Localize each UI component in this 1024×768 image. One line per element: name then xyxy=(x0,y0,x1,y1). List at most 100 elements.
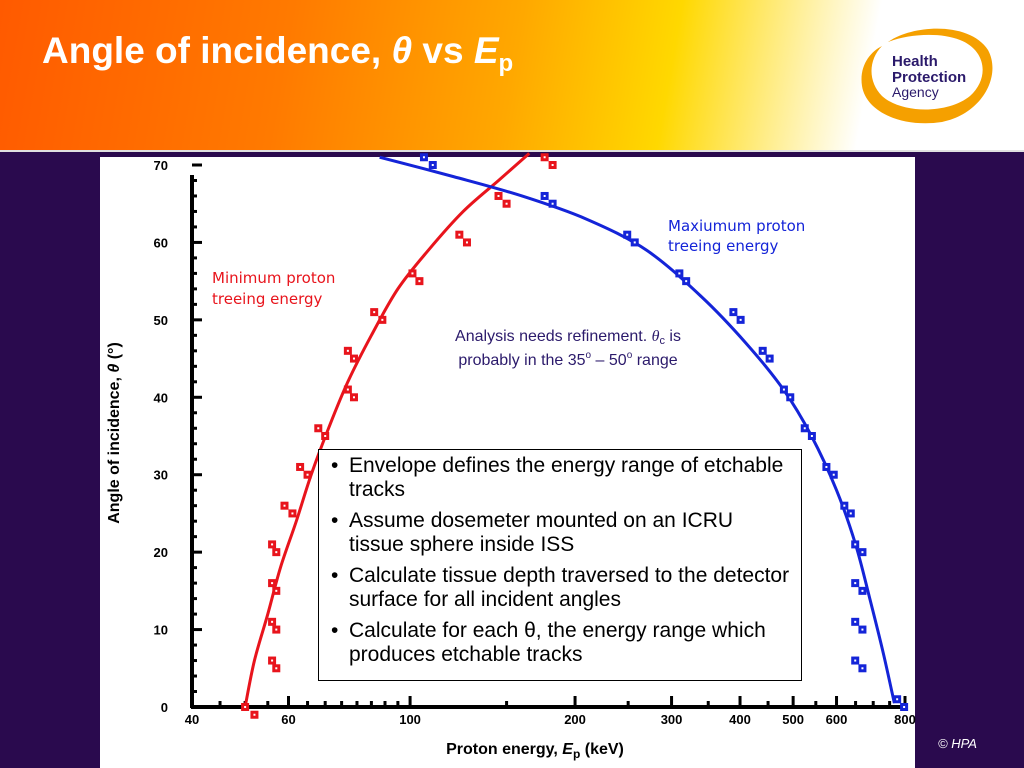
max-series-point xyxy=(682,277,691,286)
min-series-point xyxy=(272,664,281,673)
point-center xyxy=(275,551,278,554)
point-center xyxy=(418,280,421,283)
max-series-point xyxy=(765,354,774,363)
point-center xyxy=(244,706,247,708)
point-center xyxy=(768,357,771,360)
x-tick-label: 600 xyxy=(826,712,848,727)
max-series-point xyxy=(779,385,788,394)
bullet-box: Envelope defines the energy range of etc… xyxy=(318,449,802,681)
point-center xyxy=(551,164,554,166)
min-series-point xyxy=(343,385,352,394)
point-center xyxy=(299,465,302,468)
min-series-curve xyxy=(243,152,531,708)
point-center xyxy=(431,164,434,166)
point-center xyxy=(678,272,681,275)
point-center xyxy=(271,543,274,546)
point-center xyxy=(497,194,500,197)
max-series-point xyxy=(807,432,816,440)
max-series-point xyxy=(840,501,849,510)
point-center xyxy=(275,667,278,670)
max-series-point xyxy=(419,153,428,162)
point-center xyxy=(275,628,278,631)
point-center xyxy=(543,194,546,197)
point-center xyxy=(543,156,546,159)
point-center xyxy=(306,473,309,476)
max-series-point xyxy=(623,230,632,239)
point-center xyxy=(825,465,828,468)
title-banner: Angle of incidence, θ vs Ep Health Prote… xyxy=(0,0,1024,150)
max-series-point xyxy=(822,462,831,471)
point-center xyxy=(373,311,376,314)
min-series-point xyxy=(343,346,352,355)
point-center xyxy=(854,543,857,546)
point-center xyxy=(346,388,349,391)
min-series-point xyxy=(378,315,387,324)
min-series-point xyxy=(314,424,323,433)
max-series-point xyxy=(900,703,909,711)
max-series-point xyxy=(851,656,860,665)
y-tick-label: 60 xyxy=(154,235,168,250)
max-series-point xyxy=(858,625,867,634)
min-series-label-line-2: treeing energy xyxy=(212,290,323,308)
max-series-point xyxy=(851,579,860,588)
annotation-line-1: Analysis needs refinement. θc is xyxy=(455,328,681,347)
max-series-point xyxy=(540,191,549,200)
point-center xyxy=(283,504,286,507)
min-series-point xyxy=(321,432,330,440)
max-series-point xyxy=(851,617,860,626)
point-center xyxy=(903,706,906,708)
point-center xyxy=(861,589,864,592)
point-center xyxy=(275,589,278,592)
point-center xyxy=(551,202,554,205)
copyright: © HPA xyxy=(938,736,977,751)
point-center xyxy=(633,241,636,244)
x-tick-label: 500 xyxy=(782,712,804,727)
point-center xyxy=(291,512,294,515)
bullet-item: Calculate for each θ, the energy range w… xyxy=(327,619,791,667)
point-center xyxy=(732,311,735,314)
point-center xyxy=(411,272,414,275)
y-axis-label: Angle of incidence, θ (°) xyxy=(106,342,123,524)
point-center xyxy=(861,667,864,670)
min-series-point xyxy=(288,509,297,518)
min-series-point xyxy=(272,625,281,634)
min-series-point xyxy=(370,308,379,317)
point-center xyxy=(271,582,274,585)
max-series-point xyxy=(858,548,867,557)
logo-line-2: Protection xyxy=(892,69,966,86)
point-center xyxy=(789,396,792,399)
x-tick-label: 400 xyxy=(729,712,751,727)
point-center xyxy=(626,233,629,236)
y-tick-label: 30 xyxy=(154,468,168,483)
point-center xyxy=(317,427,320,430)
max-series-label-line-2: treeing energy xyxy=(668,237,779,255)
annotation-line-2: probably in the 35o – 50o range xyxy=(458,350,677,369)
min-series-point xyxy=(548,161,557,169)
point-center xyxy=(896,698,899,701)
min-series-point xyxy=(303,470,312,479)
max-series-curve xyxy=(379,155,896,704)
y-tick-label: 50 xyxy=(154,313,168,328)
point-center xyxy=(810,435,813,437)
max-series-point xyxy=(786,393,795,402)
point-center xyxy=(271,620,274,623)
point-center xyxy=(854,659,857,662)
axes: 0 10 20 30 40 50 60 70 40 60 100 200 300 400 500 600 800 xyxy=(154,158,916,727)
point-center xyxy=(849,512,852,515)
max-series-point xyxy=(858,586,867,595)
x-tick-label: 60 xyxy=(281,712,295,727)
point-center xyxy=(381,318,384,321)
point-center xyxy=(505,202,508,205)
y-tick-label: 70 xyxy=(154,158,168,173)
x-tick-label: 300 xyxy=(661,712,683,727)
max-series-point xyxy=(858,664,867,673)
point-center xyxy=(861,551,864,554)
min-series-point xyxy=(280,501,289,510)
x-tick-label: 40 xyxy=(185,712,199,727)
min-series-point xyxy=(349,393,358,402)
point-center xyxy=(253,713,256,716)
point-center xyxy=(861,628,864,631)
min-series-point xyxy=(415,277,424,286)
logo-line-1: Health xyxy=(892,53,938,70)
